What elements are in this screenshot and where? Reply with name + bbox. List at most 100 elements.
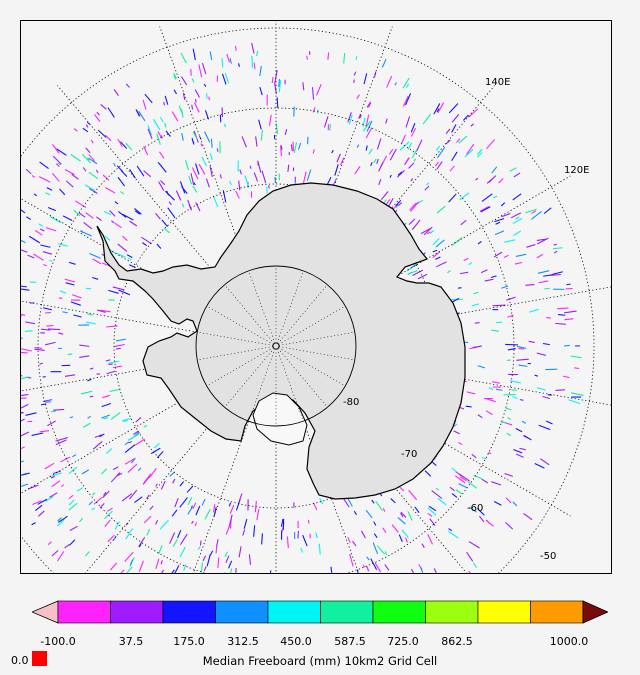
freeboard-streak: [318, 543, 321, 555]
freeboard-streak: [447, 270, 451, 274]
freeboard-streak: [106, 325, 118, 328]
freeboard-streak: [101, 468, 108, 475]
freeboard-streak: [505, 521, 514, 530]
freeboard-streak: [112, 466, 119, 471]
freeboard-streak: [194, 522, 198, 527]
freeboard-streak: [261, 170, 267, 184]
freeboard-streak: [468, 108, 479, 118]
freeboard-streak: [155, 519, 159, 525]
freeboard-streak: [179, 481, 185, 487]
freeboard-streak: [201, 62, 207, 75]
freeboard-streak: [169, 471, 175, 477]
freeboard-streak: [426, 182, 430, 186]
freeboard-streak: [48, 328, 61, 331]
freeboard-streak: [297, 142, 302, 150]
freeboard-streak: [213, 506, 217, 517]
freeboard-streak: [477, 414, 483, 419]
freeboard-streak: [259, 86, 263, 96]
freeboard-streak: [225, 555, 230, 563]
freeboard-streak: [372, 542, 379, 554]
freeboard-streak: [95, 169, 99, 174]
freeboard-streak: [408, 218, 416, 225]
freeboard-streak: [405, 537, 408, 543]
freeboard-streak: [52, 155, 62, 165]
freeboard-streak: [120, 569, 125, 573]
freeboard-streak: [238, 493, 243, 502]
freeboard-streak: [51, 172, 60, 182]
freeboard-streak: [394, 82, 398, 86]
freeboard-streak: [513, 172, 521, 178]
freeboard-streak: [459, 476, 467, 482]
freeboard-streak: [158, 545, 163, 555]
freeboard-streak: [21, 393, 29, 397]
freeboard-streak: [330, 566, 333, 573]
freeboard-streak: [129, 220, 138, 227]
freeboard-streak: [198, 163, 206, 175]
freeboard-streak: [201, 498, 206, 506]
freeboard-streak: [512, 501, 518, 507]
freeboard-streak: [465, 405, 472, 408]
freeboard-streak: [253, 62, 256, 70]
freeboard-streak: [433, 103, 441, 115]
freeboard-streak: [33, 253, 44, 261]
freeboard-streak: [423, 226, 433, 236]
freeboard-streak: [521, 420, 527, 424]
freeboard-streak: [427, 512, 433, 517]
colorbar-title: Median Freeboard (mm) 10km2 Grid Cell: [202, 654, 438, 668]
freeboard-streak: [105, 134, 112, 142]
freeboard-streak: [376, 158, 379, 164]
freeboard-streak: [436, 161, 443, 170]
freeboard-streak: [477, 241, 482, 245]
freeboard-streak: [255, 136, 258, 147]
freeboard-streak: [493, 501, 502, 506]
freeboard-streak: [458, 483, 468, 489]
freeboard-streak: [244, 175, 250, 188]
freeboard-streak: [445, 128, 451, 135]
pole-marker: [272, 342, 280, 350]
freeboard-streak: [21, 288, 30, 291]
freeboard-streak: [161, 219, 168, 227]
freeboard-streak: [138, 543, 142, 548]
freeboard-streak: [274, 82, 277, 94]
freeboard-streak: [47, 541, 52, 546]
freeboard-streak: [64, 278, 76, 283]
freeboard-streak: [73, 314, 82, 318]
freeboard-streak: [512, 217, 523, 225]
freeboard-streak: [525, 283, 535, 286]
freeboard-streak: [376, 138, 382, 150]
freeboard-streak: [348, 114, 353, 125]
freeboard-streak: [99, 309, 111, 313]
freeboard-streak: [519, 447, 526, 451]
freeboard-streak: [410, 568, 415, 573]
freeboard-streak: [389, 174, 392, 178]
colorbar-tick: 587.5: [334, 635, 366, 648]
freeboard-streak: [228, 514, 233, 528]
freeboard-streak: [432, 238, 440, 246]
freeboard-streak: [334, 164, 339, 176]
meridian-line: [224, 348, 275, 408]
freeboard-streak: [238, 546, 242, 558]
freeboard-streak: [21, 418, 25, 422]
colorbar-bin: [215, 600, 269, 624]
meridian-line: [248, 348, 276, 422]
freeboard-streak: [225, 524, 231, 535]
freeboard-streak: [85, 124, 89, 128]
freeboard-streak: [129, 489, 138, 500]
freeboard-streak: [363, 73, 368, 85]
meridian-line: [277, 284, 328, 344]
freeboard-streak: [555, 389, 566, 392]
zero-value-label: 0.0: [11, 654, 29, 667]
freeboard-streak: [370, 162, 373, 167]
freeboard-streak: [47, 206, 57, 212]
freeboard-streak: [21, 209, 26, 214]
freeboard-streak: [319, 497, 324, 505]
freeboard-streak: [90, 139, 94, 144]
freeboard-streak: [124, 458, 135, 465]
freeboard-streak: [486, 177, 494, 184]
freeboard-streak: [86, 313, 93, 316]
freeboard-streak: [155, 558, 160, 569]
freeboard-streak: [86, 157, 90, 161]
freeboard-streak: [82, 153, 92, 164]
freeboard-streak: [570, 355, 582, 359]
freeboard-streak: [209, 166, 213, 178]
